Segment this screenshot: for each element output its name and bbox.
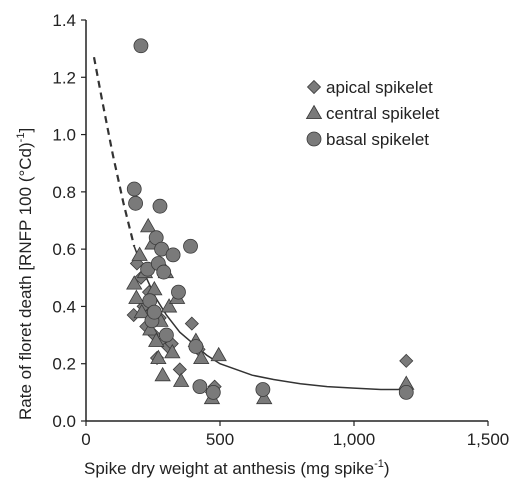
x-tick-label: 1,000 <box>333 430 376 449</box>
circle-point <box>158 327 174 343</box>
circle-point <box>183 238 198 254</box>
triangle-point <box>146 280 163 296</box>
x-axis-title: Spike dry weight at anthesis (mg spike-1… <box>84 458 390 478</box>
triangle-point <box>256 389 273 405</box>
legend-label: central spikelet <box>326 104 440 123</box>
triangle-point <box>150 349 167 365</box>
legend: apical spikelet central spikelet basal spi… <box>305 78 440 149</box>
legend-diamond-marker <box>306 79 322 95</box>
triangle-point <box>193 349 210 365</box>
circle-point <box>156 264 172 280</box>
y-tick-label: 1.0 <box>52 126 76 145</box>
legend-triangle-marker <box>305 104 323 120</box>
series-diamond <box>126 256 414 400</box>
circle-point <box>128 195 143 211</box>
triangle-point <box>131 246 148 261</box>
y-tick-label: 0.2 <box>52 355 76 374</box>
y-tick-label: 0.4 <box>52 297 76 316</box>
y-axis-title: Rate of floret death [RNFP 100 (°Cd)-1] <box>15 128 35 420</box>
series-circle <box>126 38 414 400</box>
circle-point <box>152 198 168 214</box>
circle-point <box>188 339 204 354</box>
y-tick-label: 1.2 <box>52 68 76 87</box>
triangle-point <box>148 332 165 347</box>
legend-item: central spikelet <box>305 104 440 123</box>
triangle-point <box>133 303 150 319</box>
y-tick-label: 0.6 <box>52 240 76 259</box>
circle-point <box>255 382 271 397</box>
diamond-point <box>399 353 414 368</box>
legend-item: basal spikelet <box>306 130 429 149</box>
data-points <box>126 38 415 405</box>
triangle-point <box>154 366 171 382</box>
fit-curve <box>92 56 408 391</box>
circle-point <box>146 304 162 320</box>
chart-axes <box>85 20 488 422</box>
triangle-point <box>210 346 227 362</box>
triangle-point <box>164 343 181 359</box>
circle-point <box>192 379 208 395</box>
legend-label: apical spikelet <box>326 78 433 97</box>
y-tick-label: 1.4 <box>52 11 76 30</box>
legend-item: apical spikelet <box>306 78 433 97</box>
fit-curve-dashed <box>92 56 136 247</box>
x-tick-label: 0 <box>81 430 90 449</box>
circle-point <box>205 384 221 400</box>
x-tick-label: 1,500 <box>467 430 510 449</box>
circle-point <box>398 384 414 400</box>
legend-label: basal spikelet <box>326 130 429 149</box>
fit-curve-solid <box>133 246 408 391</box>
circle-point <box>171 284 186 300</box>
series-triangle <box>126 217 415 405</box>
triangle-point <box>172 372 190 387</box>
triangle-point <box>126 275 143 290</box>
y-tick-label: 0.0 <box>52 412 76 431</box>
diamond-point <box>172 362 187 377</box>
triangle-point <box>142 321 159 336</box>
triangle-point <box>160 298 178 313</box>
triangle-point <box>128 289 145 304</box>
x-ticks: 0 500 1,000 1,500 <box>81 421 509 449</box>
legend-circle-marker <box>306 131 322 147</box>
circle-point <box>133 38 149 54</box>
circle-point <box>126 181 142 197</box>
y-tick-label: 0.8 <box>52 183 76 202</box>
x-tick-label: 500 <box>206 430 234 449</box>
triangle-point <box>139 217 157 233</box>
circle-point <box>165 247 181 263</box>
y-ticks: 0.0 0.2 0.4 0.6 0.8 1.0 1.2 1.4 <box>52 11 86 431</box>
diamond-point <box>184 316 199 331</box>
